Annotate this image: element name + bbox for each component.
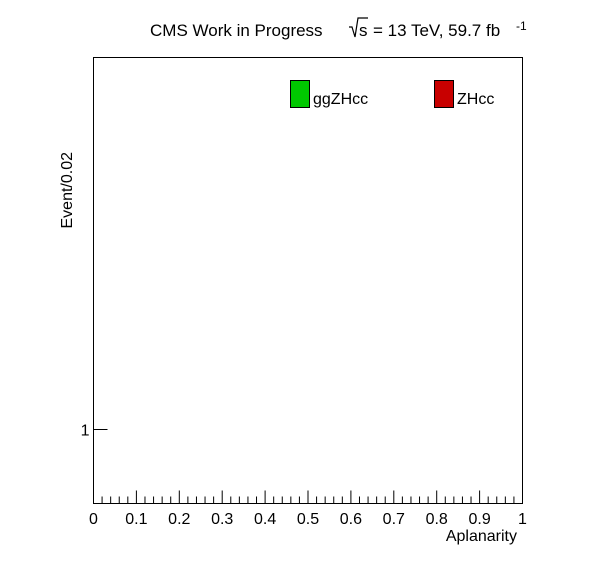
y-tick-label: 1	[81, 423, 90, 440]
x-tick-label: 1	[518, 511, 527, 528]
chart-title-group: CMS Work in Progress s = 13 TeV, 59.7 fb…	[150, 17, 527, 40]
x-tick-label: 0.7	[383, 511, 405, 528]
legend-entry-zhcc: ZHcc	[434, 80, 494, 108]
legend-swatch-zhcc	[434, 80, 454, 108]
x-tick-label: 0.3	[211, 511, 233, 528]
y-axis-label: Event/0.02	[59, 152, 76, 229]
luminosity-superscript: -1	[516, 19, 527, 33]
sqrt-symbol-icon	[349, 17, 368, 38]
energy-luminosity-label: = 13 TeV, 59.7 fb	[373, 21, 500, 40]
legend-label-zhcc: ZHcc	[457, 91, 494, 108]
legend-swatch-ggzhcc	[290, 80, 310, 108]
x-axis-label: Aplanarity	[446, 528, 517, 545]
x-tick-label: 0.9	[468, 511, 490, 528]
x-tick-label: 0.5	[297, 511, 319, 528]
x-axis: 0 0.1 0.2 0.3 0.4 0.5 0.6 0.7 0.8 0.9 1	[89, 490, 527, 528]
x-tick-label: 0	[89, 511, 98, 528]
sqrt-s-label: s	[359, 21, 368, 40]
x-tick-label: 0.2	[168, 511, 190, 528]
x-tick-label: 0.6	[340, 511, 362, 528]
legend-entry-ggzhcc: ggZHcc	[290, 80, 368, 108]
x-tick-label: 0.8	[426, 511, 448, 528]
x-tick-label: 0.4	[254, 511, 276, 528]
y-axis: 1	[81, 423, 108, 440]
chart-title-main: CMS Work in Progress	[150, 21, 323, 40]
x-tick-label: 0.1	[125, 511, 147, 528]
legend: ggZHcc ZHcc	[290, 80, 494, 108]
legend-label-ggzhcc: ggZHcc	[313, 91, 368, 108]
